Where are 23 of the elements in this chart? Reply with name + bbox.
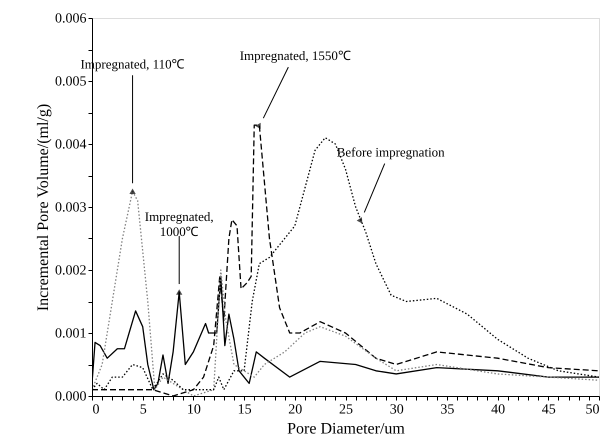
x-tick-label: 10 [186, 402, 201, 418]
x-axis-title: Pore Diameter/um [287, 420, 406, 438]
y-tick-label: 0.003 [55, 200, 86, 216]
annotation: Impregnated, 1550℃ [240, 48, 351, 64]
annotation: Before impregnation [336, 144, 446, 160]
x-tick-label: 5 [140, 402, 147, 418]
x-tick-label: 15 [238, 402, 252, 418]
x-tick-label: 35 [440, 402, 454, 418]
x-tick-label: 50 [586, 402, 600, 418]
x-tick-label: 45 [542, 402, 556, 418]
y-tick-label: 0.002 [55, 264, 86, 278]
y-tick-label: 0.004 [55, 138, 86, 152]
y-tick-label: 0.001 [55, 326, 86, 342]
x-tick-label: 30 [390, 402, 404, 418]
x-tick-label: 25 [339, 402, 353, 418]
x-tick-label: 0 [92, 402, 100, 418]
x-tick-label: 40 [491, 402, 506, 418]
y-tick-label: 0.005 [55, 74, 86, 90]
x-tick-label: 20 [288, 402, 302, 418]
y-axis-title: Incremental Pore Volume/(ml/g) [35, 104, 52, 312]
y-tick-label: 0.000 [55, 390, 86, 404]
y-tick-label: 0.006 [55, 12, 86, 26]
annotation: Impregnated, 1000℃ [144, 209, 214, 240]
